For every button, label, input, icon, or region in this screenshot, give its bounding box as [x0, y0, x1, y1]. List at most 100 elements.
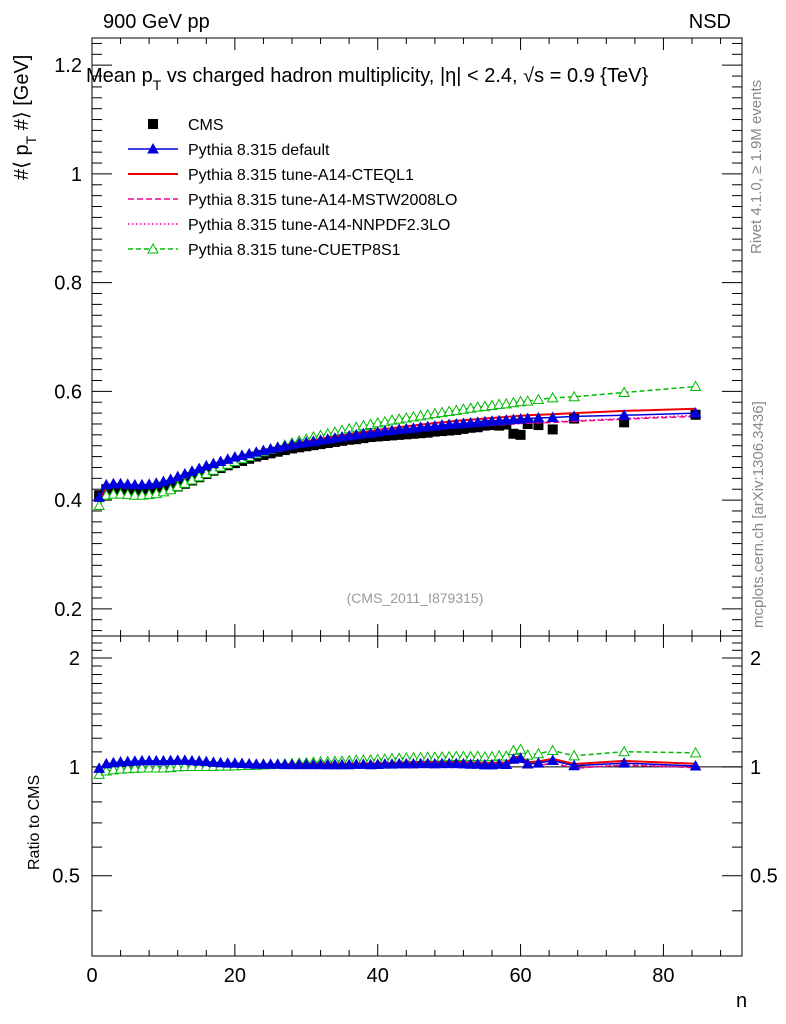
series-marker [129, 489, 141, 500]
ratio-marker [457, 757, 470, 769]
series-marker [471, 416, 484, 427]
ratio-marker [450, 757, 463, 769]
ratio-marker [264, 758, 277, 769]
ratio-marker [207, 756, 220, 767]
ratio-marker [350, 758, 363, 769]
series-marker [479, 415, 491, 427]
series-marker [532, 411, 545, 423]
ratio-marker [393, 757, 405, 769]
ratio-marker [150, 754, 163, 766]
series-marker [618, 386, 630, 397]
series-marker [436, 419, 448, 430]
series-marker [546, 411, 559, 422]
cms-data-point [619, 417, 630, 428]
ratio-marker [171, 754, 184, 765]
ratio-marker [689, 759, 702, 771]
series-marker [443, 418, 455, 430]
ratio-marker [221, 757, 234, 768]
x-tick-label: 20 [224, 965, 246, 987]
ratio-panel-frame [91, 635, 743, 957]
ratio-marker [193, 755, 205, 766]
series-marker [129, 478, 141, 490]
ratio-marker [407, 757, 420, 769]
cms-data-point [547, 424, 558, 435]
ratio-marker [257, 758, 270, 769]
ratio-marker [521, 757, 534, 769]
series-marker [500, 414, 513, 425]
ratio-marker [243, 757, 255, 769]
series-marker [93, 499, 105, 511]
x-tick-label: 60 [509, 965, 531, 987]
series-marker [393, 423, 405, 434]
ratio-marker [157, 754, 170, 766]
ratio-layer [93, 743, 702, 779]
series-marker [136, 489, 148, 500]
ratio-marker [329, 758, 341, 770]
ratio-marker [157, 761, 170, 773]
ratio-tick-label-right: 1 [750, 757, 761, 779]
ratio-marker [386, 758, 398, 769]
ratio-marker [421, 757, 434, 769]
ratio-tick-label-right: 0.5 [750, 866, 778, 888]
series-marker [136, 478, 148, 490]
cms-data-point [515, 429, 526, 440]
series-marker [493, 398, 505, 409]
ratio-marker [307, 758, 320, 770]
legend-label: CMS [188, 117, 224, 134]
series-marker [121, 478, 134, 489]
cms-data-point [508, 428, 519, 439]
ratio-tick-label: 1 [69, 757, 80, 779]
series-marker [379, 425, 391, 436]
ratio-marker [546, 754, 559, 765]
ratio-marker [293, 758, 305, 770]
ratio-marker [179, 754, 191, 765]
series-marker [421, 420, 434, 432]
ratio-marker [286, 758, 298, 770]
cms-data-point [415, 428, 426, 439]
cms-data-point [451, 424, 462, 435]
legend-marker [148, 119, 158, 129]
series-marker [532, 393, 545, 405]
ratio-marker [121, 762, 134, 774]
series-marker [471, 401, 484, 412]
x-tick-label: 0 [86, 965, 97, 987]
ratio-marker [479, 758, 491, 770]
ratio-marker [200, 755, 213, 767]
x-tick-label: 40 [367, 965, 389, 987]
ratio-marker [179, 760, 191, 771]
cms-data-point [408, 428, 419, 439]
ratio-marker [136, 761, 148, 773]
cms-data-point [458, 423, 469, 434]
ratio-marker [214, 756, 227, 768]
cms-data-point [394, 429, 405, 440]
series-marker [450, 417, 463, 429]
series-layer [93, 380, 702, 511]
ratio-y-axis-label: Ratio to CMS [26, 775, 43, 870]
series-marker [457, 417, 470, 428]
ratio-marker [186, 760, 198, 771]
series-marker [521, 395, 534, 406]
ratio-marker [186, 754, 198, 766]
y-axis-label: #⟨ pT #⟩ [GeV] [11, 55, 39, 180]
series-marker [114, 488, 127, 499]
series-marker [546, 391, 559, 403]
series-marker [400, 422, 413, 434]
series-marker [507, 413, 520, 425]
ratio-marker [171, 760, 184, 772]
y-tick-label: 0.6 [54, 381, 82, 403]
ratio-marker [150, 761, 163, 773]
series-marker [486, 415, 498, 426]
ratio-marker [114, 755, 127, 767]
ratio-marker [514, 752, 527, 763]
ratio-marker [436, 757, 448, 769]
ratio-marker [364, 758, 377, 770]
cms-data-point [465, 422, 476, 433]
series-marker [689, 407, 702, 418]
series-marker [568, 410, 580, 421]
ticks-layer: 0 20 40 60 80 0.2 0.4 0.6 0.8 1 1.2 0.5 0.5 1 1 2 2 [52, 38, 778, 987]
ratio-marker [343, 758, 355, 770]
cms-data-point [429, 426, 440, 437]
ratio-marker [129, 755, 141, 766]
cms-data-point [472, 422, 483, 433]
rivet-label: Rivet 4.1.0, ≥ 1.9M events [748, 80, 765, 254]
